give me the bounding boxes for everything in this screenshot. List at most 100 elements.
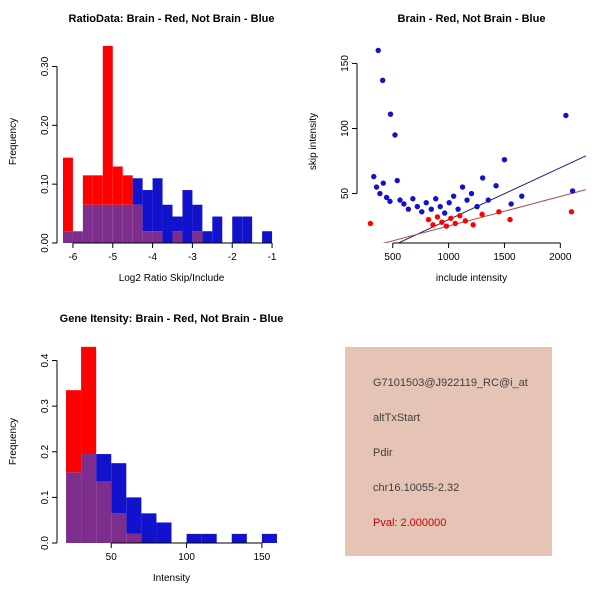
hist-bar: [192, 204, 203, 232]
y-tick-label: 0.3: [40, 399, 51, 413]
hist-bar: [232, 216, 243, 243]
hist-bar: [231, 533, 247, 543]
red-point: [367, 220, 374, 227]
blue-point: [428, 206, 434, 212]
hist-bar: [92, 175, 103, 205]
direction-text: Pdir: [373, 447, 393, 459]
hist-bar: [201, 533, 217, 543]
x-tick-label: -2: [228, 252, 237, 263]
blue-point: [371, 173, 377, 180]
blue-point: [433, 196, 439, 202]
y-tick-label: 0.4: [40, 353, 51, 367]
blue-point: [377, 190, 383, 197]
hist-bar: [82, 175, 93, 205]
probe-id-text: G7101503@J922119_RC@i_at: [373, 377, 528, 389]
x-axis-label: Log2 Ratio Skip/Include: [119, 273, 225, 284]
x-tick-label: -5: [108, 252, 117, 263]
hist-bar: [122, 204, 133, 243]
x-axis-label: Intensity: [153, 573, 190, 584]
red-point: [496, 209, 502, 215]
hist-bar: [112, 166, 123, 205]
blue-point: [394, 177, 400, 184]
chart-title: RatioData: Brain - Red, Not Brain - Blue: [69, 13, 275, 25]
hist-bar: [96, 481, 112, 543]
hist-bar: [96, 454, 112, 482]
hist-bar: [202, 231, 213, 243]
x-tick-label: 1500: [493, 252, 516, 263]
blue-point: [379, 77, 386, 84]
blue-point: [401, 201, 407, 207]
blue-point: [419, 209, 425, 215]
x-tick-label: 2000: [549, 252, 572, 263]
blue-point: [450, 193, 457, 199]
y-tick-label: 50: [340, 188, 351, 200]
red-point: [434, 214, 441, 220]
hist-bar: [81, 454, 97, 543]
hist-bar: [261, 533, 277, 543]
hist-bar: [152, 231, 163, 243]
hist-bar: [62, 231, 73, 243]
y-tick-label: 0.1: [40, 490, 51, 504]
y-axis-label: skip intensity: [308, 113, 319, 170]
x-axis-label: include intensity: [436, 273, 507, 284]
x-tick-label: -1: [268, 252, 277, 263]
blue-point: [501, 157, 508, 163]
blue-point: [446, 199, 452, 206]
blue-point: [387, 111, 394, 117]
locus-text: chr16.10055-2.32: [373, 482, 460, 494]
blue-point: [459, 184, 466, 190]
intensity-scatter-plot: 500 1000 1500 2000 50 100 150 Brain - Red, Not …: [308, 13, 586, 284]
hist-bar: [111, 513, 127, 543]
y-axis-label: Frequency: [8, 118, 19, 165]
blue-point: [383, 194, 390, 201]
blue-point: [519, 193, 525, 199]
x-tick-label: 500: [384, 252, 401, 263]
hist-bar: [66, 390, 82, 473]
pval-text: Pval: 2.000000: [373, 517, 447, 529]
red-point: [439, 219, 445, 225]
hist-bar: [122, 175, 133, 205]
hist-bar: [162, 204, 173, 243]
chart-title: Gene Itensity: Brain - Red, Not Brain - …: [60, 313, 284, 325]
hist-bar: [152, 178, 163, 232]
red-point: [457, 212, 463, 219]
x-tick-label: 1000: [437, 252, 460, 263]
blue-point: [485, 197, 491, 203]
blue-point: [410, 196, 416, 202]
blue-point: [493, 183, 499, 189]
blue-point: [479, 175, 486, 181]
hist-bar: [111, 463, 127, 514]
hist-bar: [132, 178, 143, 205]
red-fit-line: [382, 189, 586, 243]
red-point: [462, 218, 469, 224]
blue-point: [437, 203, 443, 210]
x-tick-label: 100: [178, 552, 195, 563]
x-tick-label: -4: [148, 252, 157, 263]
hist-bar: [141, 513, 157, 543]
red-point: [568, 209, 575, 215]
hist-bar: [102, 204, 113, 243]
blue-point: [414, 203, 421, 210]
y-tick-label: 0.10: [40, 174, 51, 194]
y-tick-label: 100: [340, 120, 351, 137]
blue-point: [474, 203, 480, 210]
blue-point: [441, 210, 448, 216]
blue-point: [508, 201, 514, 207]
hist-bar: [132, 204, 143, 243]
red-point: [452, 220, 459, 227]
blue-point: [375, 47, 381, 54]
hist-bar: [142, 231, 153, 243]
hist-bar: [126, 533, 142, 543]
y-tick-label: 150: [340, 55, 351, 72]
hist-bar: [81, 346, 97, 455]
hist-bar: [192, 231, 203, 243]
hist-bar: [82, 204, 93, 243]
x-tick-label: 50: [106, 552, 118, 563]
hist-bar: [262, 231, 273, 243]
red-point: [425, 216, 432, 223]
blue-point: [563, 112, 569, 119]
y-tick-label: 0.00: [40, 233, 51, 253]
red-point: [443, 223, 450, 229]
blue-point: [380, 180, 386, 186]
